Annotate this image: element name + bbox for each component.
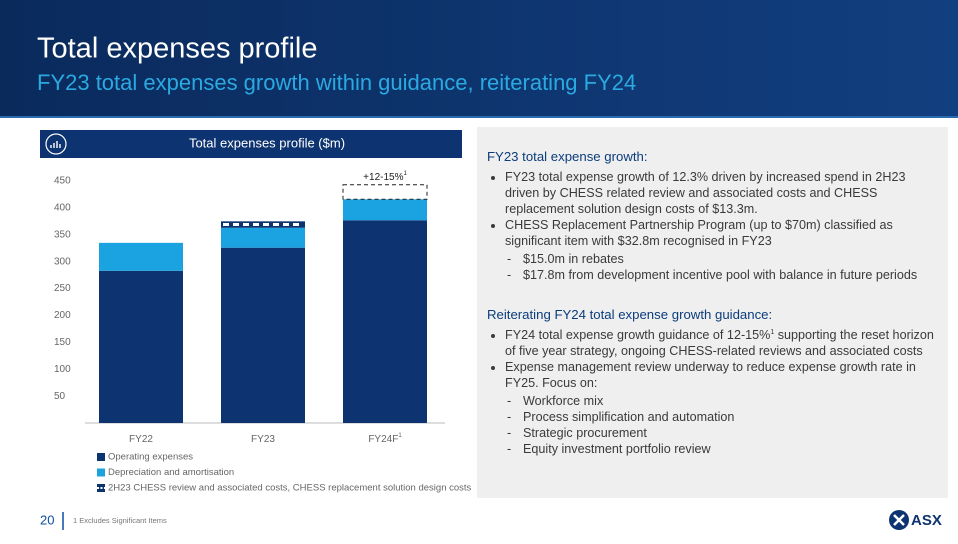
bullet-text: FY24 total expense growth guidance of 12… xyxy=(505,328,771,342)
bullet-list: FY23 total expense growth of 12.3% drive… xyxy=(487,169,936,283)
y-tick-label: 400 xyxy=(54,203,71,214)
x-tick-text: FY22 xyxy=(129,434,153,445)
chart-icon xyxy=(45,133,67,155)
sub-list: Workforce mixProcess simplification and … xyxy=(505,393,936,457)
bullet-list: FY24 total expense growth guidance of 12… xyxy=(487,327,936,457)
logo-text: ASX xyxy=(911,512,942,529)
y-tick-label: 100 xyxy=(54,364,71,375)
y-tick-label: 150 xyxy=(54,337,71,348)
bullet: FY24 total expense growth guidance of 12… xyxy=(505,327,936,359)
page-number: 20 xyxy=(40,512,54,527)
sub-bullet: Process simplification and automation xyxy=(507,409,936,425)
sub-bullet: Equity investment portfolio review xyxy=(507,441,936,457)
legend-label: 2H23 CHESS review and associated costs, … xyxy=(108,483,472,494)
slide-title: Total expenses profile xyxy=(37,33,318,65)
chart-icon-bars xyxy=(50,141,61,148)
bullet: Expense management review underway to re… xyxy=(505,359,936,457)
bar-segment xyxy=(221,247,305,423)
x-tick-text: FY23 xyxy=(251,434,275,445)
bar-segment xyxy=(99,242,183,271)
bar-segment xyxy=(221,227,305,248)
bullet: FY23 total expense growth of 12.3% drive… xyxy=(505,169,936,217)
annotation-text: +12-15% xyxy=(363,171,403,182)
footnote: 1 Excludes Significant Items xyxy=(73,516,167,525)
section-heading: FY23 total expense growth: xyxy=(487,149,648,164)
y-tick-label: 450 xyxy=(54,176,71,187)
bullet-text: supporting the reset horizon of five yea… xyxy=(505,328,934,358)
y-tick-label: 200 xyxy=(54,310,71,321)
bar-segment xyxy=(99,270,183,423)
annotation: +12-15%1 xyxy=(363,170,407,182)
bar-segment xyxy=(343,220,427,423)
logo-x xyxy=(893,514,905,526)
annotation-box xyxy=(342,184,428,200)
section-heading: Reiterating FY24 total expense growth gu… xyxy=(487,307,773,322)
bullet-text: Expense management review underway to re… xyxy=(505,360,916,390)
x-tick-text: FY24F xyxy=(368,434,398,445)
header-rule xyxy=(0,116,958,118)
x-tick-label: FY22 xyxy=(129,434,153,445)
bullet-footnote: 1 xyxy=(770,328,775,336)
y-tick-label: 350 xyxy=(54,229,71,240)
y-tick-label: 300 xyxy=(54,256,71,267)
bullet-text: CHESS Replacement Partnership Program (u… xyxy=(505,218,893,248)
legend-label: Depreciation and amortisation xyxy=(108,467,234,478)
sub-list: $15.0m in rebates$17.8m from development… xyxy=(505,251,936,283)
y-tick-label: 50 xyxy=(54,391,66,402)
legend-swatch xyxy=(97,468,105,477)
sub-bullet: Workforce mix xyxy=(507,393,936,409)
annotation-footnote: 1 xyxy=(403,170,407,176)
header-band xyxy=(0,0,958,118)
bullet-text: FY23 total expense growth of 12.3% drive… xyxy=(505,170,906,216)
commentary-panel: FY23 total expense growth: FY23 total exp… xyxy=(477,127,948,498)
x-tick-footnote: 1 xyxy=(398,433,402,439)
legend-swatch xyxy=(97,453,105,461)
sub-bullet: Strategic procurement xyxy=(507,425,936,441)
y-tick-label: 250 xyxy=(54,283,71,294)
slide-subtitle: FY23 total expenses growth within guidan… xyxy=(37,70,636,95)
x-tick-label: FY24F1 xyxy=(368,433,402,445)
bullet: CHESS Replacement Partnership Program (u… xyxy=(505,217,936,283)
chart-title: Total expenses profile ($m) xyxy=(189,135,345,150)
x-tick-label: FY23 xyxy=(251,434,275,445)
sub-bullet: $17.8m from development incentive pool w… xyxy=(507,267,936,283)
chart-header xyxy=(40,130,462,158)
legend-label: Operating expenses xyxy=(108,452,193,463)
sub-bullet: $15.0m in rebates xyxy=(507,251,936,267)
bar-segment xyxy=(343,199,427,221)
